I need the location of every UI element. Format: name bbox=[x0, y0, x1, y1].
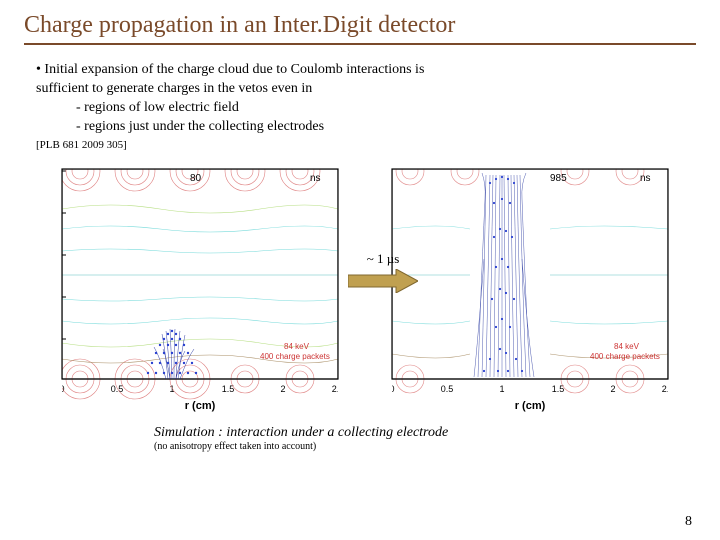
right-xlabel: r (cm) bbox=[515, 400, 546, 412]
right-time-unit: ns bbox=[640, 173, 651, 184]
sub-bullet-1: - regions of low electric field bbox=[76, 99, 696, 118]
caption-block: Simulation : interaction under a collect… bbox=[154, 425, 696, 452]
svg-text:1: 1 bbox=[169, 384, 174, 394]
page-number: 8 bbox=[685, 514, 692, 530]
svg-text:1: 1 bbox=[499, 384, 504, 394]
citation: [PLB 681 2009 305] bbox=[36, 139, 696, 151]
charge-packets-left bbox=[147, 329, 197, 379]
svg-text:0.5: 0.5 bbox=[441, 384, 454, 394]
left-xlabel: r (cm) bbox=[185, 400, 216, 412]
left-side-bot: 400 charge packets bbox=[260, 352, 330, 361]
left-time-unit: ns bbox=[310, 173, 321, 184]
bullet-text: • Initial expansion of the charge cloud … bbox=[36, 61, 696, 137]
left-side-top: 84 keV bbox=[284, 342, 310, 351]
arrow-label: ~ 1 µs bbox=[348, 251, 418, 267]
sub-bullet-2: - regions just under the collecting elec… bbox=[76, 118, 696, 137]
svg-text:2: 2 bbox=[280, 384, 285, 394]
time-arrow: ~ 1 µs bbox=[348, 251, 418, 298]
svg-text:2: 2 bbox=[610, 384, 615, 394]
svg-text:0.5: 0.5 bbox=[111, 384, 124, 394]
plot-row: 1 0.6 0.2 -0.2 -0.6 -1 0 0.5 1 1.5 2 2.5… bbox=[20, 159, 696, 419]
bullet-line-1: • Initial expansion of the charge cloud … bbox=[36, 61, 696, 80]
left-plot-svg: 1 0.6 0.2 -0.2 -0.6 -1 0 0.5 1 1.5 2 2.5… bbox=[20, 159, 350, 419]
arrow-icon bbox=[348, 269, 418, 293]
bullet-line-2: sufficient to generate charges in the ve… bbox=[36, 80, 696, 99]
slide-title: Charge propagation in an Inter.Digit det… bbox=[24, 12, 696, 45]
right-side-bot: 400 charge packets bbox=[590, 352, 660, 361]
right-time-label: 985 bbox=[550, 173, 567, 184]
caption-main: Simulation : interaction under a collect… bbox=[154, 425, 696, 441]
left-plot: 1 0.6 0.2 -0.2 -0.6 -1 0 0.5 1 1.5 2 2.5… bbox=[20, 159, 350, 419]
right-side-top: 84 keV bbox=[614, 342, 640, 351]
left-time-label: 80 bbox=[190, 173, 202, 184]
caption-sub: (no anisotropy effect taken into account… bbox=[154, 441, 696, 452]
charge-packets-right bbox=[474, 173, 534, 377]
